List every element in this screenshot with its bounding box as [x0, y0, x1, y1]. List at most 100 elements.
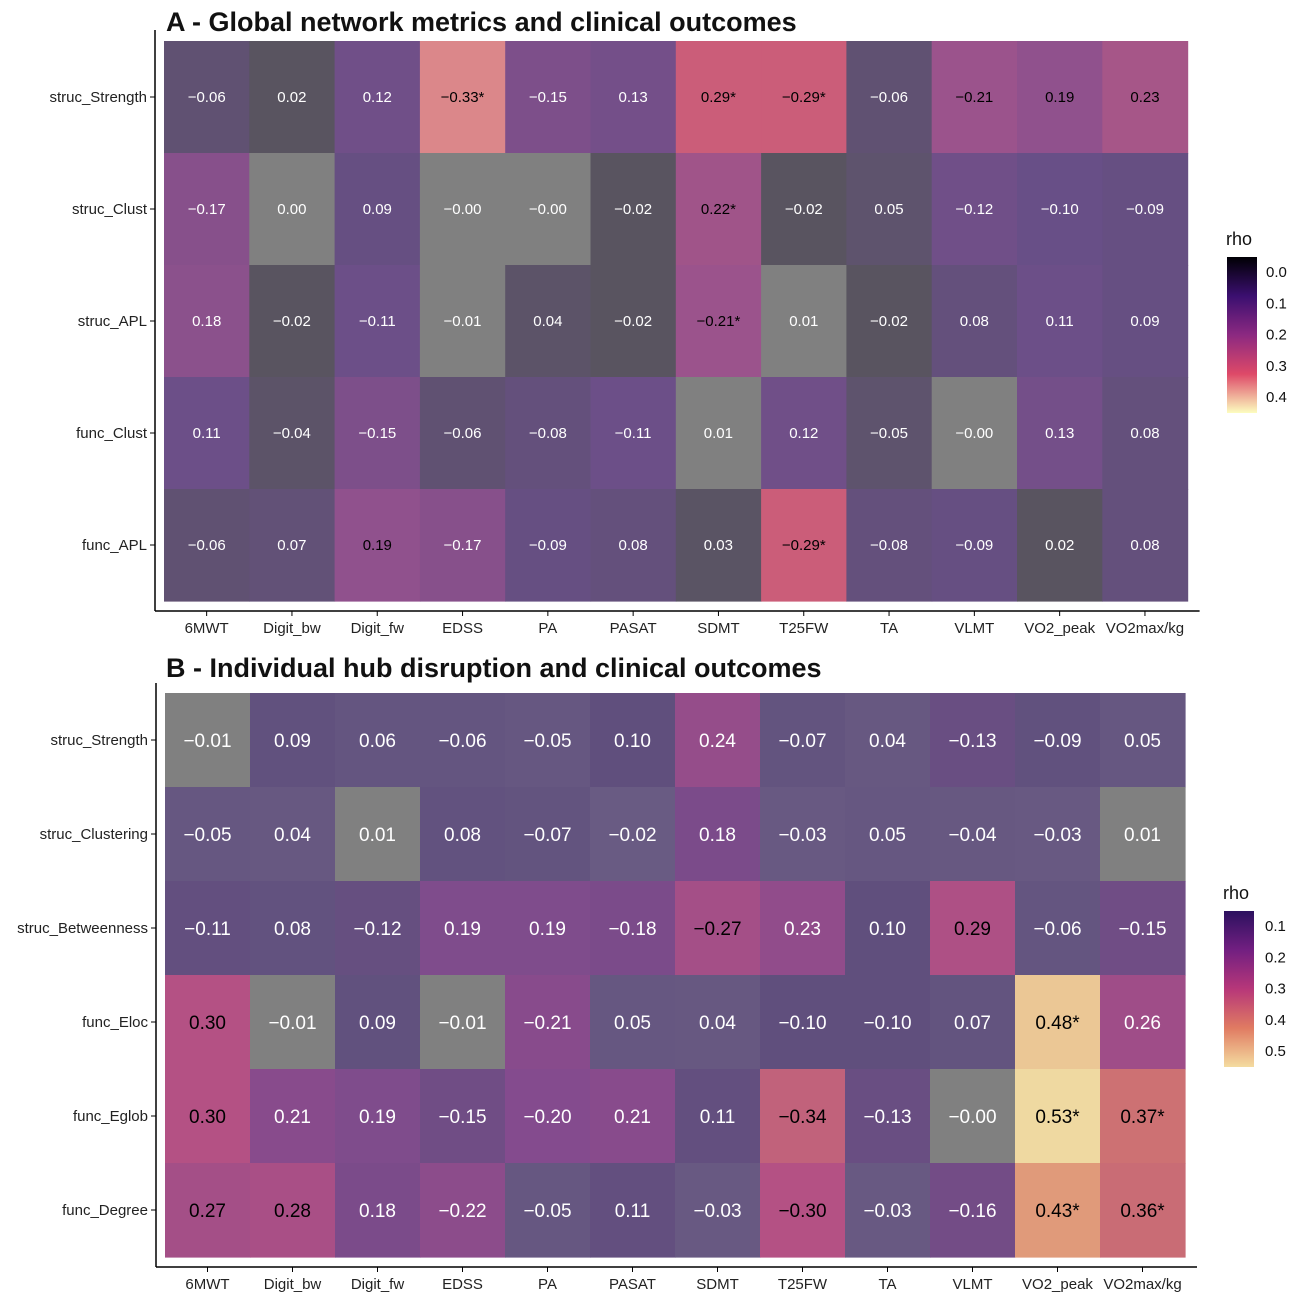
cell-value-label: 0.12 — [789, 425, 818, 442]
legend-tick-label: 0.4 — [1266, 389, 1287, 406]
heatmap-cell — [675, 377, 762, 490]
heatmap-cell — [165, 1163, 251, 1258]
heatmap-cell — [165, 881, 251, 976]
cell-value-label: −0.03 — [863, 1201, 911, 1222]
heatmap-cell — [420, 787, 506, 882]
heatmap-cell — [761, 265, 847, 378]
cell-value-label: −0.01 — [183, 731, 231, 752]
cell-value-label: −0.02 — [614, 201, 652, 218]
x-tick-label: EDSS — [442, 620, 483, 637]
cell-value-label: 0.19 — [444, 919, 481, 940]
heatmap-cell — [164, 41, 250, 154]
panel-b-title: B - Individual hub disruption and clinic… — [166, 653, 822, 683]
heatmap-cell — [505, 377, 592, 490]
heatmap-cell — [250, 1163, 336, 1258]
cell-value-label: 0.19 — [1045, 89, 1074, 106]
heatmap-cell — [334, 489, 421, 602]
cell-value-label: −0.02 — [614, 313, 652, 330]
cell-value-label: 0.08 — [618, 537, 647, 554]
legend-b-title: rho — [1223, 883, 1249, 903]
cell-value-label: 0.05 — [874, 201, 903, 218]
heatmap-cell — [590, 1069, 676, 1164]
cell-value-label: 0.05 — [1124, 731, 1161, 752]
cell-value-label: −0.09 — [1033, 731, 1081, 752]
heatmap-cell — [590, 881, 676, 976]
heatmap-cell — [675, 1163, 761, 1258]
cell-value-label: 0.11 — [1046, 313, 1074, 330]
heatmap-cell — [419, 265, 506, 378]
x-tick-label: SDMT — [697, 620, 740, 637]
cell-value-label: −0.09 — [955, 537, 993, 554]
cell-value-label: 0.01 — [704, 425, 733, 442]
heatmap-cell — [760, 693, 846, 788]
legend-tick-label: 0.1 — [1266, 295, 1287, 312]
cell-value-label: 0.29* — [701, 89, 736, 106]
cell-value-label: 0.09 — [359, 1013, 396, 1034]
x-tick-label: VLMT — [952, 1276, 992, 1292]
heatmap-cell — [335, 1069, 421, 1164]
cell-value-label: −0.12 — [955, 201, 993, 218]
heatmap-cell — [1100, 881, 1186, 976]
y-tick-label: func_APL — [82, 537, 147, 554]
cell-value-label: −0.00 — [948, 1107, 996, 1128]
heatmap-cell — [505, 265, 592, 378]
legend-b: rho 0.1 0.2 0.3 0.4 0.5 — [1223, 883, 1286, 1067]
cell-value-label: −0.22 — [438, 1201, 486, 1222]
cell-value-label: −0.06 — [1033, 919, 1081, 940]
x-tick-label: T25FW — [779, 620, 829, 637]
cell-value-label: −0.10 — [1041, 201, 1079, 218]
heatmap-cell — [420, 1163, 506, 1258]
cell-value-label: −0.08 — [870, 537, 908, 554]
cell-value-label: −0.01 — [438, 1013, 486, 1034]
cell-value-label: −0.00 — [955, 425, 993, 442]
cell-value-label: −0.11 — [359, 313, 396, 330]
y-tick-label: struc_Strength — [50, 732, 148, 749]
cell-value-label: 0.07 — [954, 1013, 991, 1034]
heatmap-cell — [420, 975, 506, 1070]
heatmap-cell — [930, 1163, 1016, 1258]
heatmap-cell — [1017, 489, 1103, 602]
cell-value-label: −0.29* — [782, 89, 826, 106]
heatmap-cell — [335, 693, 421, 788]
cell-value-label: 0.02 — [277, 89, 306, 106]
heatmap-cell — [1017, 41, 1103, 154]
heatmap-cell — [419, 153, 506, 266]
cell-value-label: −0.17 — [444, 537, 482, 554]
heatmap-cell — [335, 881, 421, 976]
cell-value-label: 0.11 — [700, 1107, 736, 1128]
cell-value-label: −0.17 — [188, 201, 226, 218]
heatmap-cell — [675, 1069, 761, 1164]
cell-value-label: 0.08 — [1130, 425, 1159, 442]
heatmap-cell — [1015, 787, 1101, 882]
heatmap-cell — [845, 1163, 931, 1258]
heatmap-cell — [335, 787, 421, 882]
heatmap-cell — [761, 153, 847, 266]
cell-value-label: −0.07 — [523, 825, 571, 846]
heatmap-cell — [335, 975, 421, 1070]
cell-value-label: 0.21 — [274, 1107, 311, 1128]
heatmap-cell — [845, 975, 931, 1070]
cell-value-label: −0.15 — [358, 425, 396, 442]
cell-value-label: 0.18 — [699, 825, 736, 846]
cell-value-label: 0.30 — [189, 1107, 226, 1128]
cell-value-label: −0.02 — [785, 201, 823, 218]
x-tick-label: Digit_fw — [351, 1276, 405, 1292]
cell-value-label: 0.03 — [704, 537, 733, 554]
heatmap-cell — [930, 975, 1016, 1070]
cell-value-label: 0.04 — [869, 731, 906, 752]
heatmap-cell — [845, 881, 931, 976]
cell-value-label: 0.11 — [615, 1201, 651, 1222]
cell-value-label: −0.09 — [529, 537, 567, 554]
y-tick-label: func_Clust — [76, 425, 148, 442]
heatmap-cell — [249, 489, 336, 602]
heatmap-cell — [760, 881, 846, 976]
x-tick-label: PASAT — [609, 1276, 656, 1292]
legend-tick-label: 0.2 — [1265, 949, 1286, 966]
heatmap-cell — [846, 41, 933, 154]
y-tick-label: struc_Strength — [49, 89, 147, 106]
cell-value-label: 0.09 — [1130, 313, 1159, 330]
cell-value-label: −0.21 — [523, 1013, 571, 1034]
heatmap-cell — [164, 377, 250, 490]
heatmap-cell — [1100, 1069, 1186, 1164]
legend-tick-label: 0.4 — [1265, 1012, 1286, 1029]
